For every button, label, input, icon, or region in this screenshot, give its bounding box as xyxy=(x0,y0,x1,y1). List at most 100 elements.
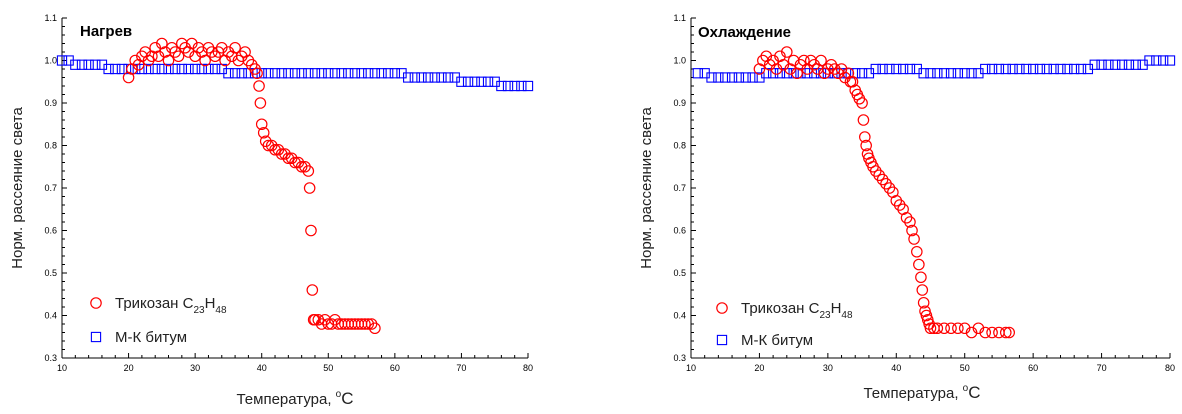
data-point xyxy=(904,216,916,228)
x-tick-label: 20 xyxy=(124,363,134,373)
legend-marker xyxy=(90,297,102,309)
data-point xyxy=(116,63,128,75)
data-point xyxy=(1007,63,1018,75)
data-point xyxy=(303,182,316,194)
chart-panel-1: 10 20 30 40 50 60 70 80 0.3 0.4 0.5 0.6 0.7 0.8 0.9 1.0… xyxy=(9,13,534,408)
data-point xyxy=(1048,63,1059,75)
data-point xyxy=(1027,63,1039,75)
y-tick-label: 0.4 xyxy=(673,311,686,321)
data-point xyxy=(162,54,175,67)
data-point xyxy=(302,165,315,177)
data-point xyxy=(1021,63,1032,75)
data-point xyxy=(255,118,268,131)
data-point xyxy=(1096,59,1107,70)
data-point xyxy=(383,68,394,79)
data-point xyxy=(1075,63,1087,75)
data-point xyxy=(1062,63,1073,75)
legend-label: Трикозан C23H48 xyxy=(115,295,227,316)
data-point xyxy=(808,58,820,71)
data-point xyxy=(859,131,871,143)
data-point xyxy=(1110,59,1121,70)
y-tick-label: 0.8 xyxy=(44,141,57,151)
data-point xyxy=(376,68,387,79)
data-point xyxy=(692,68,703,79)
y-tick-label: 0.9 xyxy=(673,98,686,108)
data-point xyxy=(945,68,957,79)
data-point xyxy=(884,63,895,75)
data-point xyxy=(822,63,834,75)
data-point xyxy=(1003,326,1015,339)
data-point xyxy=(915,271,927,284)
legend-label: Трикозан C23H48 xyxy=(741,300,853,321)
y-tick-label: 0.6 xyxy=(673,226,686,236)
data-point xyxy=(262,139,275,152)
data-point xyxy=(1089,59,1100,70)
chart-title: Охлаждение xyxy=(698,24,791,41)
data-point xyxy=(883,182,896,194)
data-point xyxy=(236,68,247,79)
data-point xyxy=(952,322,964,335)
data-point xyxy=(416,72,427,83)
data-point xyxy=(316,68,327,79)
y-tick-label: 1.1 xyxy=(673,13,686,23)
data-point xyxy=(309,68,321,79)
data-point xyxy=(945,322,957,335)
data-point xyxy=(918,68,929,79)
data-point xyxy=(706,72,717,83)
data-point xyxy=(223,68,234,79)
y-axis-label: Норм. рассеяние света xyxy=(638,107,655,269)
data-point xyxy=(442,72,454,83)
data-point xyxy=(1000,63,1011,75)
x-tick-label: 50 xyxy=(960,363,970,373)
data-point xyxy=(917,296,930,309)
data-point xyxy=(713,72,724,83)
data-point xyxy=(1069,63,1080,75)
data-point xyxy=(958,322,971,335)
data-point xyxy=(860,139,872,152)
data-point xyxy=(979,326,992,339)
data-point xyxy=(932,68,943,79)
data-point xyxy=(733,72,745,83)
series-tricosane xyxy=(753,46,1015,339)
data-point xyxy=(150,63,161,75)
y-tick-label: 0.7 xyxy=(44,183,57,193)
data-point xyxy=(1034,63,1046,75)
data-point xyxy=(254,97,267,109)
data-point xyxy=(794,58,807,71)
data-point xyxy=(76,59,88,70)
data-point xyxy=(1014,63,1025,75)
data-point xyxy=(1164,55,1176,66)
data-point xyxy=(870,63,881,75)
data-point xyxy=(965,326,978,339)
x-tick-label: 20 xyxy=(754,363,764,373)
data-point xyxy=(986,326,998,339)
y-tick-label: 1.1 xyxy=(44,13,57,23)
data-point xyxy=(952,68,964,79)
data-point xyxy=(462,76,474,87)
data-point xyxy=(924,322,937,335)
data-point xyxy=(305,224,317,237)
chart-title: Нагрев xyxy=(80,23,132,40)
data-point xyxy=(269,143,281,156)
data-point xyxy=(110,63,121,75)
data-point xyxy=(403,72,414,83)
data-point xyxy=(269,68,281,79)
data-point xyxy=(143,63,154,75)
data-point xyxy=(925,68,936,79)
y-tick-label: 0.3 xyxy=(673,353,686,363)
data-point xyxy=(283,68,294,79)
data-point xyxy=(502,80,514,92)
data-point xyxy=(818,67,831,80)
data-point xyxy=(253,80,265,92)
y-tick-label: 1.0 xyxy=(673,56,686,66)
data-point xyxy=(999,326,1012,339)
data-point xyxy=(1158,55,1169,66)
data-point xyxy=(83,59,94,70)
data-point xyxy=(890,194,903,207)
data-point xyxy=(362,318,375,330)
data-point xyxy=(763,58,776,71)
data-point xyxy=(873,169,885,182)
data-point xyxy=(209,63,221,75)
data-point xyxy=(747,72,758,83)
